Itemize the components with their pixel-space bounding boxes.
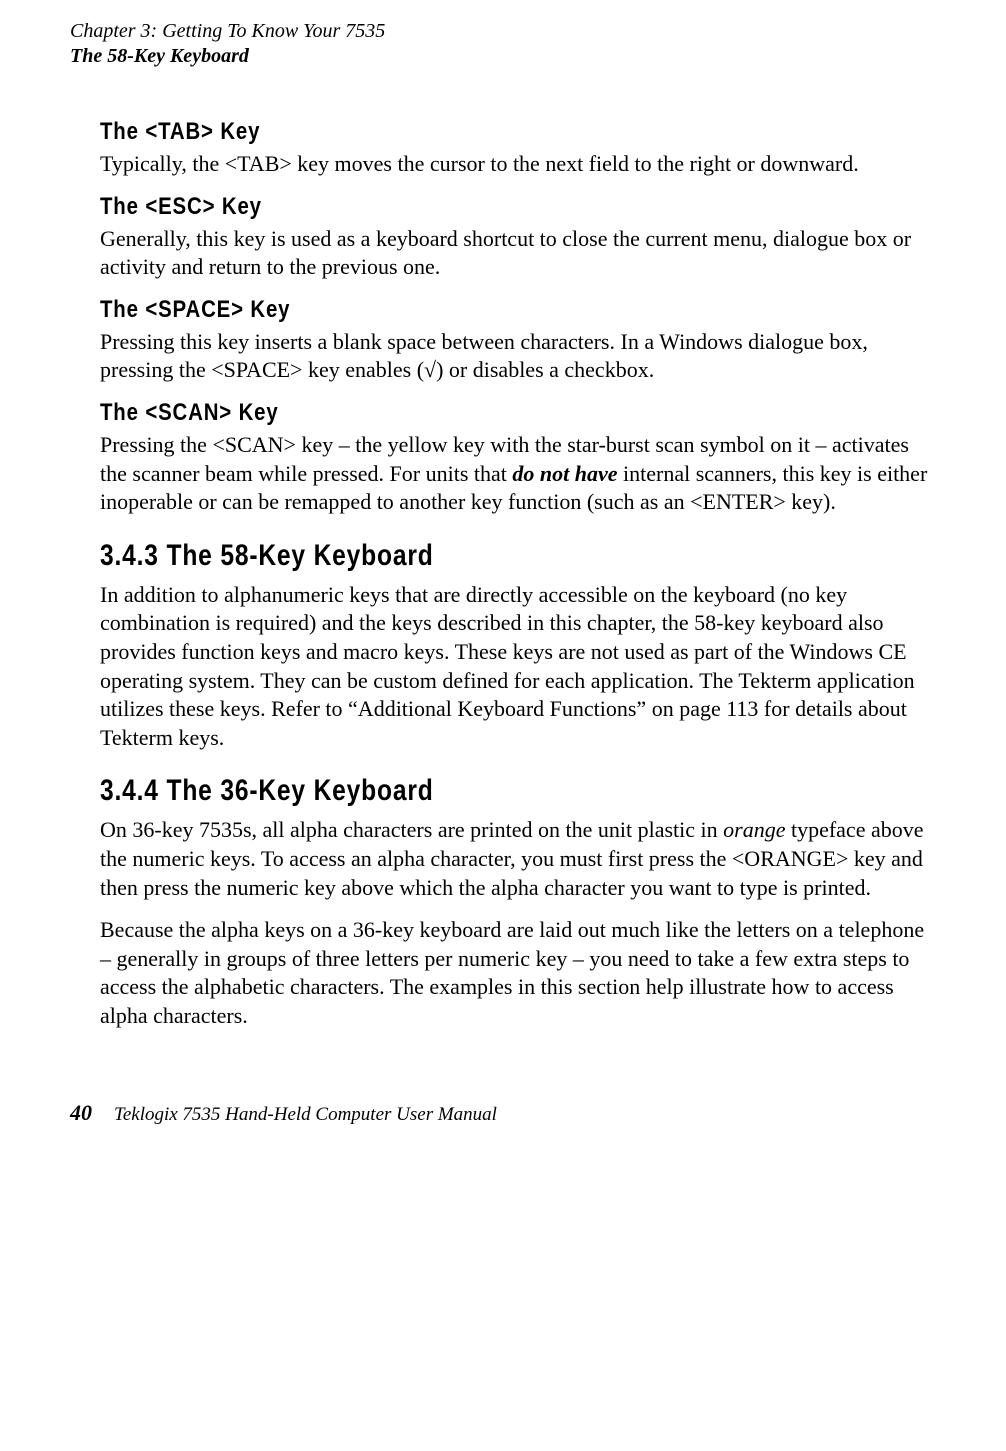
footer-page-number: 40 [70, 1100, 92, 1126]
tab-text: Typically, the <TAB> key moves the curso… [100, 150, 936, 179]
header-section: The 58-Key Keyboard [70, 45, 936, 68]
document-page: Chapter 3: Getting To Know Your 7535 The… [0, 0, 1006, 1156]
section-344-p1: On 36-key 7535s, all alpha characters ar… [100, 816, 936, 902]
esc-heading: The <ESC> Key [100, 193, 811, 221]
section-344-heading: 3.4.4 The 36-Key Keyboard [100, 774, 786, 808]
scan-emph: do not have [512, 461, 617, 486]
section-343-text: In addition to alphanumeric keys that ar… [100, 581, 936, 753]
section-343-heading: 3.4.3 The 58-Key Keyboard [100, 539, 786, 573]
footer-manual-title: Teklogix 7535 Hand-Held Computer User Ma… [114, 1104, 497, 1126]
scan-text: Pressing the <SCAN> key – the yellow key… [100, 431, 936, 517]
space-heading: The <SPACE> Key [100, 296, 811, 324]
tab-heading: The <TAB> Key [100, 118, 811, 146]
scan-heading: The <SCAN> Key [100, 399, 811, 427]
page-content: The <TAB> Key Typically, the <TAB> key m… [70, 118, 936, 1030]
section-344-p2: Because the alpha keys on a 36-key keybo… [100, 916, 936, 1030]
page-footer: 40 Teklogix 7535 Hand-Held Computer User… [70, 1100, 936, 1126]
section-344-p1-prefix: On 36-key 7535s, all alpha characters ar… [100, 817, 723, 842]
header-chapter: Chapter 3: Getting To Know Your 7535 [70, 20, 936, 43]
esc-text: Generally, this key is used as a keyboar… [100, 225, 936, 282]
space-text: Pressing this key inserts a blank space … [100, 328, 936, 385]
section-344-p1-emph: orange [723, 817, 785, 842]
